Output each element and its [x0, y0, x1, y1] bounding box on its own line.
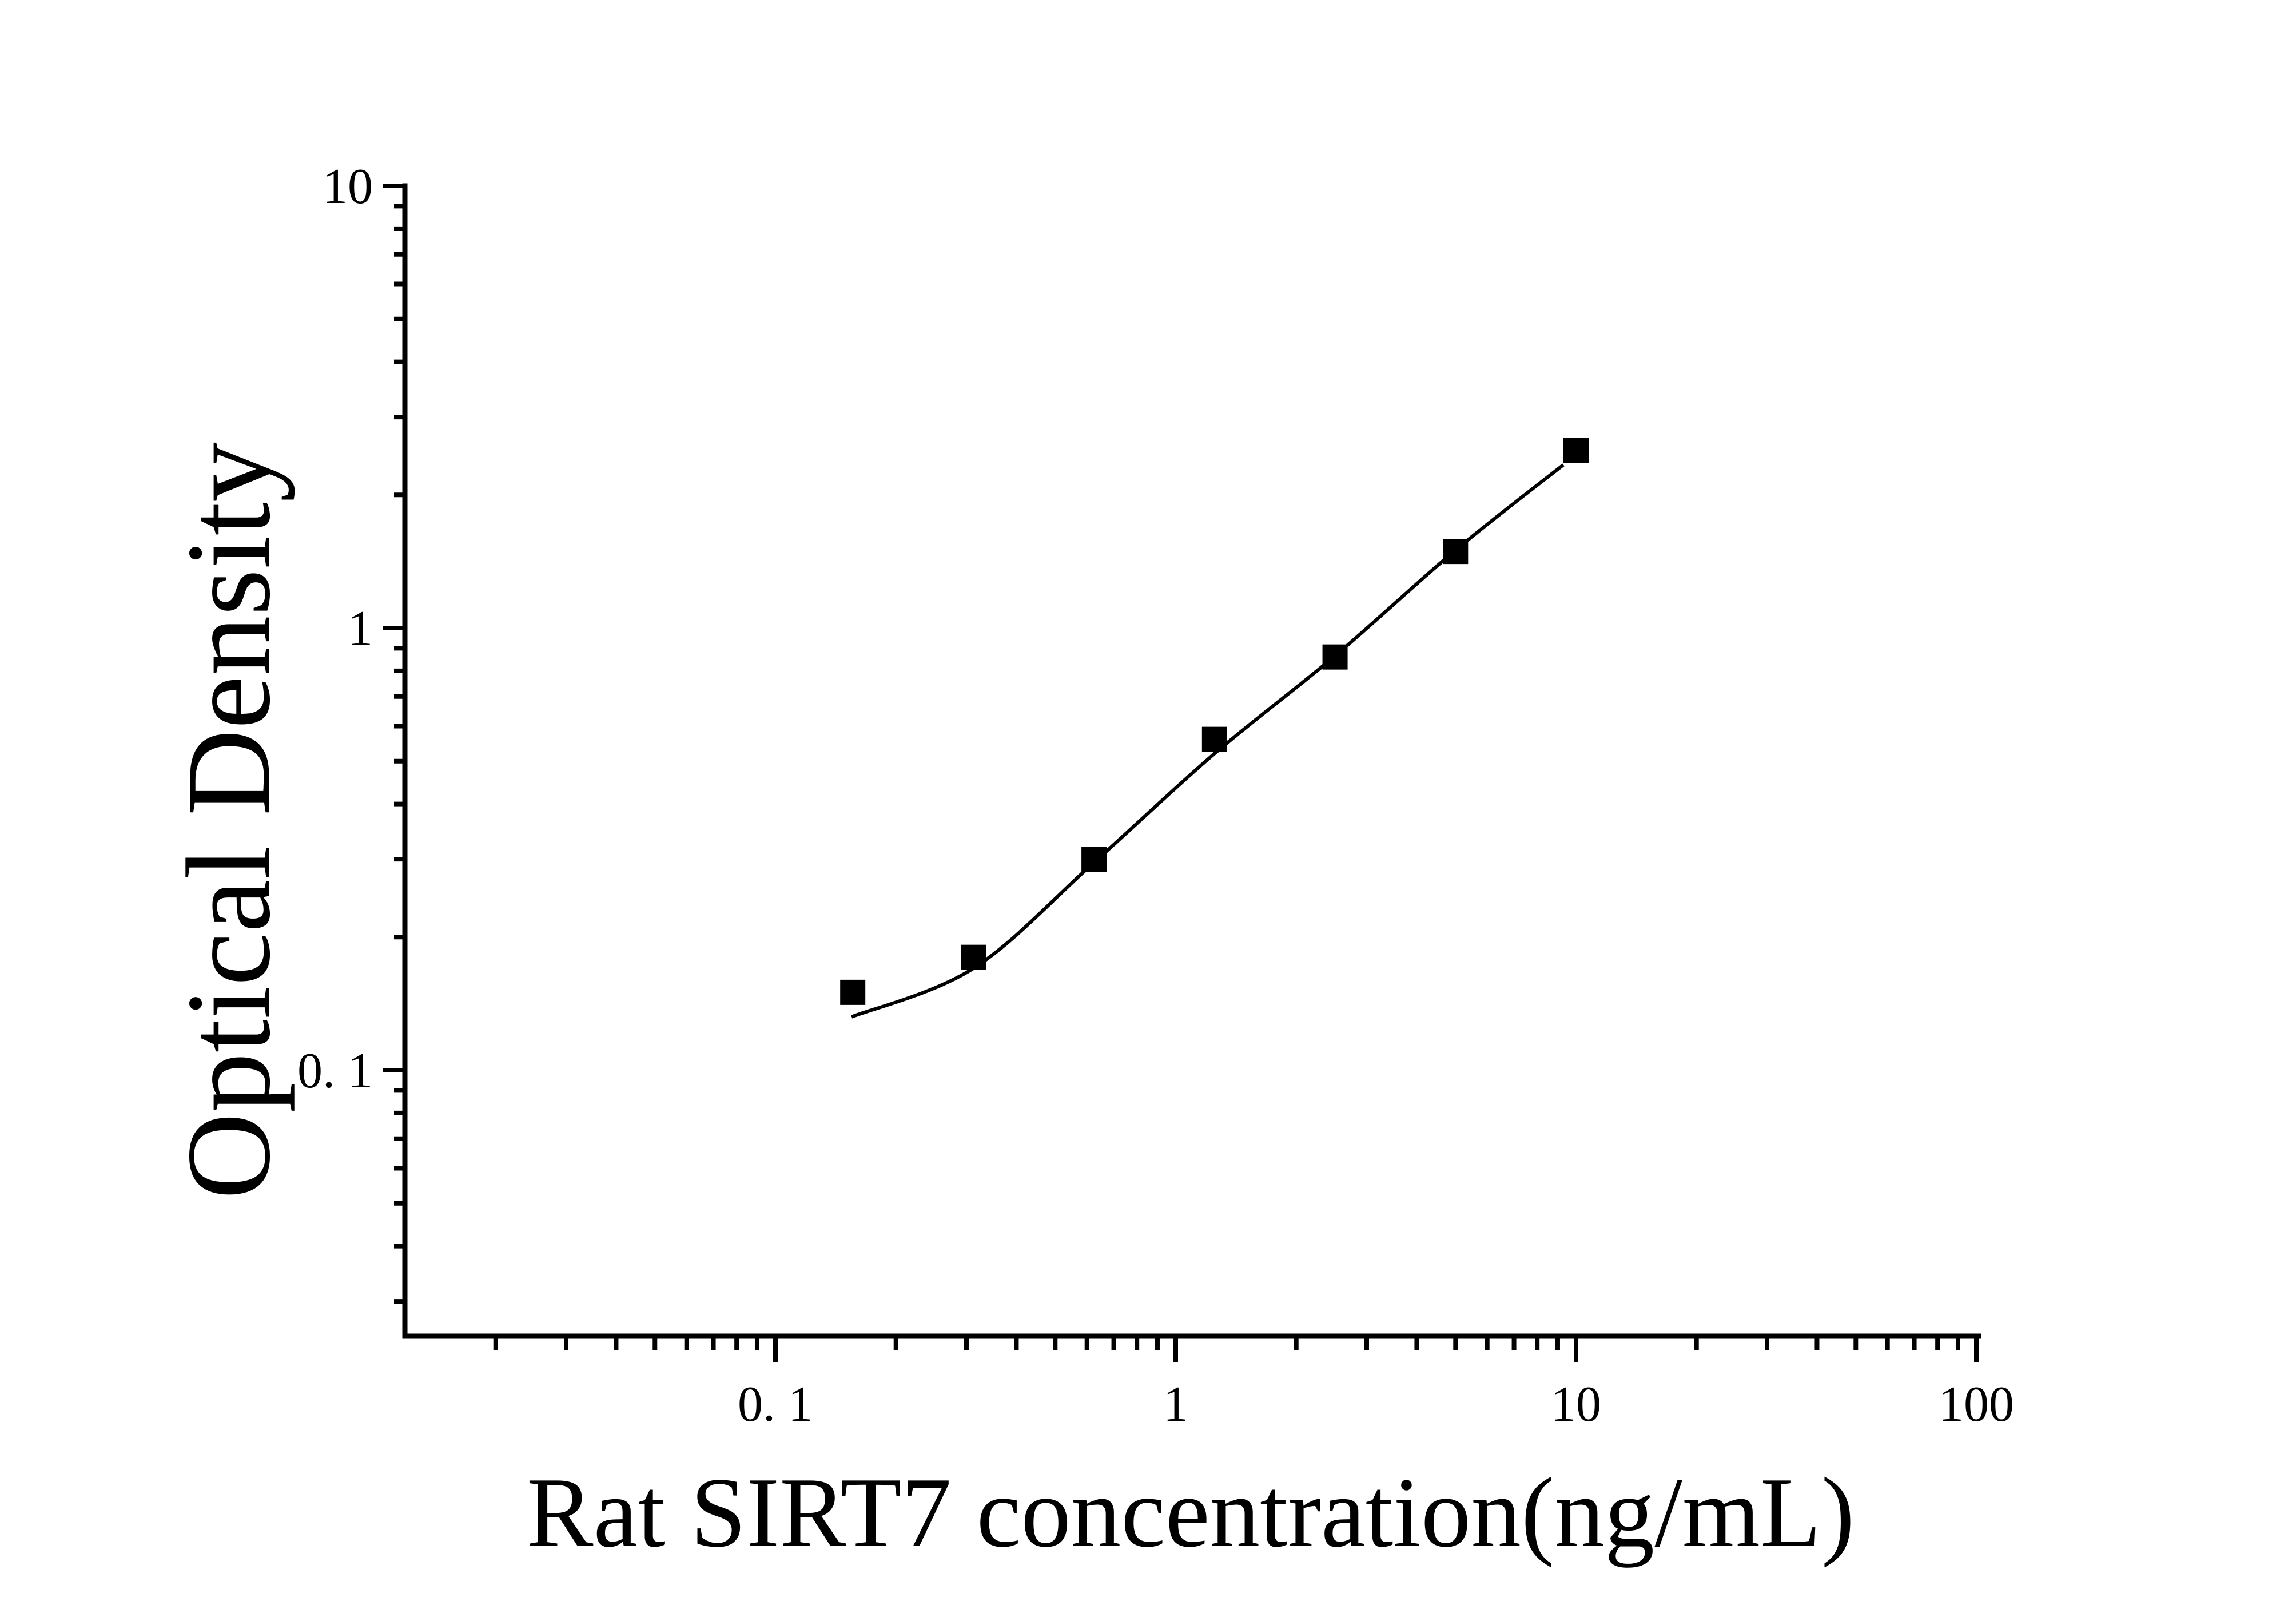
- axes-frame: [402, 183, 1981, 1339]
- data-point-marker: [1201, 726, 1227, 752]
- data-point-marker: [1563, 438, 1589, 463]
- y-axis-title: Optical Density: [162, 442, 295, 1199]
- x-tick-label: 100: [1939, 1377, 2014, 1432]
- y-tick-label: 10: [323, 159, 373, 214]
- x-tick-label: 0. 1: [738, 1377, 813, 1432]
- data-point-marker: [1443, 539, 1469, 565]
- data-point-marker: [1081, 847, 1107, 872]
- x-tick-label: 1: [1163, 1377, 1188, 1432]
- data-point-marker: [1322, 644, 1348, 670]
- y-tick-label: 0. 1: [297, 1043, 373, 1099]
- x-axis-title: Rat SIRT7 concentration(ng/mL): [526, 1457, 1855, 1568]
- y-axis: 10 1 0. 1: [297, 159, 405, 1304]
- y-tick-label: 1: [348, 601, 373, 657]
- data-points: [840, 438, 1589, 1005]
- x-tick-label: 10: [1551, 1377, 1601, 1432]
- data-point-marker: [840, 979, 866, 1005]
- data-point-marker: [961, 944, 986, 970]
- x-axis: 0. 1 1 10 100: [493, 1336, 2014, 1432]
